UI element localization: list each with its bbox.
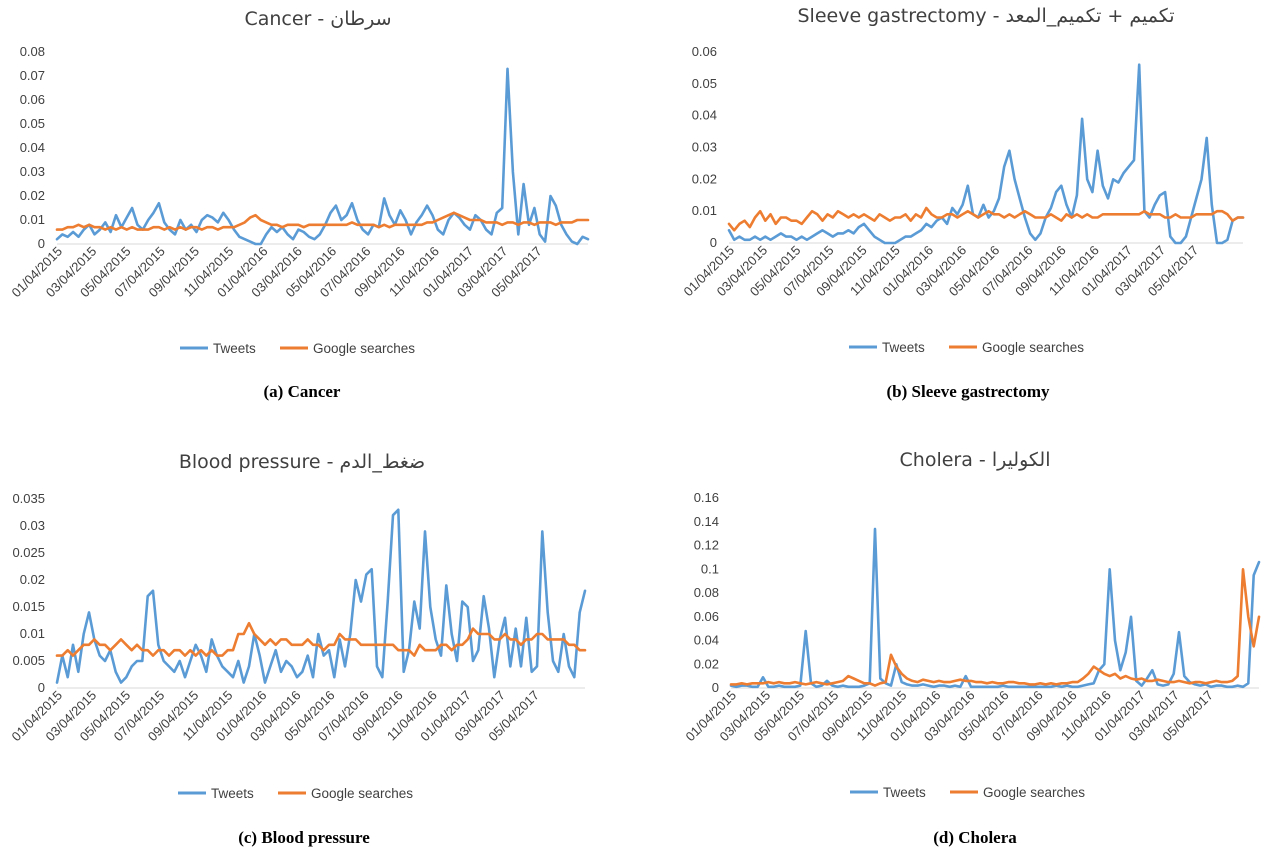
chart-title: Blood pressure - ضغط_الدم: [179, 451, 425, 473]
y-tick-label: 0.12: [694, 538, 719, 553]
y-tick-label: 0: [38, 680, 45, 695]
chart-title: Cancer - سرطان: [244, 8, 391, 30]
y-tick-label: 0.03: [692, 140, 717, 155]
chart-panel-cancer: Cancer - سرطان 0 0.01 0.02 0.03 0.04 0.05 0.06 0…: [0, 0, 632, 424]
y-tick-label: 0.025: [12, 545, 45, 560]
y-tick-label: 0: [710, 235, 717, 250]
y-tick-label: 0.1: [701, 561, 719, 576]
y-tick-label: 0.03: [20, 518, 45, 533]
y-tick-label: 0.01: [20, 626, 45, 641]
caption-cancer: (a) Cancer: [263, 382, 341, 401]
chart-title: Sleeve gastrectomy - تكميم + تكميم_المعد: [797, 5, 1174, 27]
line-chart-blood-pressure: Blood pressure - ضغط_الدم 0 0.005 0.01 0.015…: [8, 451, 587, 801]
caption-sleeve-gastrectomy: (b) Sleeve gastrectomy: [886, 382, 1050, 401]
y-tick-label: 0.08: [20, 44, 45, 59]
legend-label: Tweets: [213, 341, 256, 356]
legend-label: Tweets: [882, 340, 925, 355]
series-line-google-searches: [55, 211, 590, 231]
y-tick-label: 0.16: [694, 490, 719, 505]
legend-label: Google searches: [313, 341, 415, 356]
line-chart-sleeve-gastrectomy: Sleeve gastrectomy - تكميم + تكميم_المعد…: [680, 5, 1245, 355]
y-tick-label: 0: [712, 680, 719, 695]
y-tick-label: 0.015: [12, 599, 45, 614]
series-line-google-searches: [55, 621, 587, 657]
y-tick-label: 0.01: [692, 203, 717, 218]
y-tick-label: 0.02: [692, 171, 717, 186]
y-tick-label: 0.04: [694, 633, 719, 648]
series-line-tweets: [55, 508, 587, 684]
chart-title: Cholera - الكوليرا: [900, 449, 1051, 471]
y-tick-label: 0.01: [20, 212, 45, 227]
y-tick-label: 0.05: [20, 116, 45, 131]
legend-label: Google searches: [311, 786, 413, 801]
y-tick-label: 0.02: [20, 188, 45, 203]
series-line-tweets: [729, 527, 1261, 689]
series-line-google-searches: [727, 206, 1245, 232]
y-tick-label: 0.03: [20, 164, 45, 179]
legend-label: Google searches: [983, 785, 1085, 800]
series-line-google-searches: [729, 568, 1261, 687]
y-tick-label: 0: [38, 236, 45, 251]
y-tick-label: 0.04: [20, 140, 45, 155]
chart-panel-sleeve-gastrectomy: Sleeve gastrectomy - تكميم + تكميم_المعد…: [632, 0, 1264, 424]
line-chart-cholera: Cholera - الكوليرا 0 0.02 0.04 0.06 0.08 0.1 0.…: [682, 449, 1261, 800]
legend-label: Tweets: [883, 785, 926, 800]
series-line-tweets: [55, 67, 590, 246]
y-tick-label: 0.02: [20, 572, 45, 587]
y-tick-label: 0.14: [694, 514, 719, 529]
legend-label: Tweets: [211, 786, 254, 801]
y-tick-label: 0.06: [20, 92, 45, 107]
y-tick-label: 0.05: [692, 76, 717, 91]
chart-panel-cholera: Cholera - الكوليرا 0 0.02 0.04 0.06 0.08 0.1 0.…: [632, 424, 1264, 848]
series-line-tweets: [727, 63, 1245, 245]
y-tick-label: 0.06: [694, 609, 719, 624]
caption-blood-pressure: (c) Blood pressure: [238, 828, 370, 847]
y-tick-label: 0.07: [20, 68, 45, 83]
y-tick-label: 0.06: [692, 44, 717, 59]
y-tick-label: 0.02: [694, 656, 719, 671]
y-tick-label: 0.08: [694, 585, 719, 600]
caption-cholera: (d) Cholera: [933, 828, 1017, 847]
legend-label: Google searches: [982, 340, 1084, 355]
y-tick-label: 0.035: [12, 491, 45, 506]
y-tick-label: 0.005: [12, 653, 45, 668]
y-tick-label: 0.04: [692, 108, 717, 123]
line-chart-cancer: Cancer - سرطان 0 0.01 0.02 0.03 0.04 0.05 0.06 0…: [8, 8, 590, 356]
chart-panel-blood-pressure: Blood pressure - ضغط_الدم 0 0.005 0.01 0.015…: [0, 424, 632, 848]
